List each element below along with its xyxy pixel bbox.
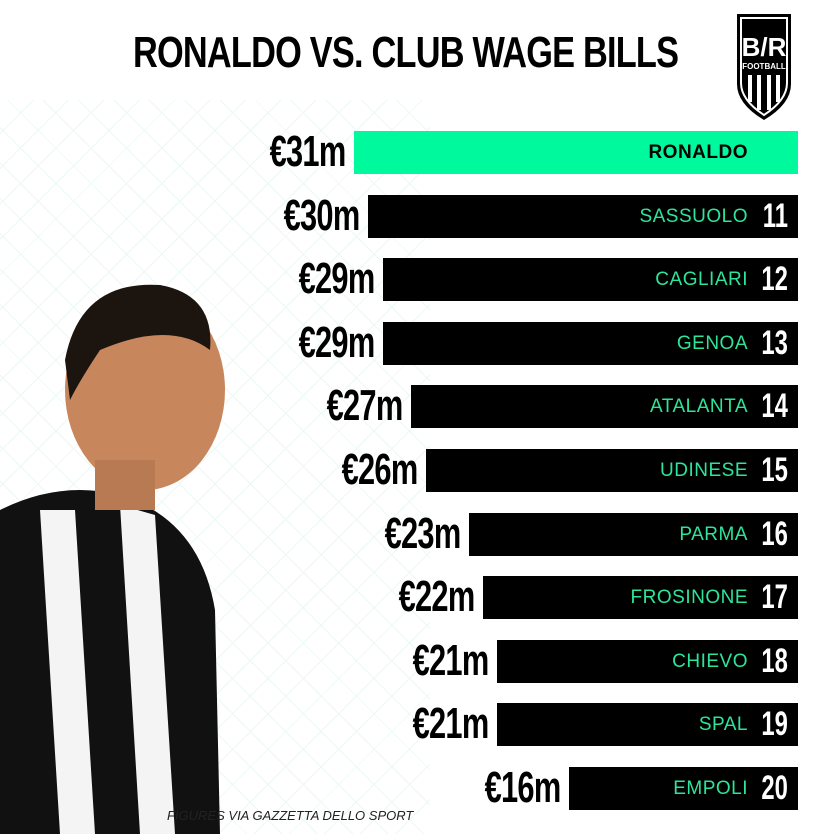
bar-row: PARMA 16 €23m	[0, 509, 798, 558]
svg-text:FOOTBALL: FOOTBALL	[742, 62, 786, 71]
svg-text:B/R: B/R	[742, 32, 787, 62]
club-label: EMPOLI	[673, 778, 748, 799]
bar: CHIEVO 18	[497, 639, 798, 683]
rank-label: 17	[761, 578, 788, 617]
bar: EMPOLI 20	[569, 767, 798, 810]
ronaldo-photo	[0, 284, 225, 834]
bar-row: CAGLIARI 12 €29m	[0, 254, 798, 303]
rank-label: 12	[761, 260, 788, 299]
rank-label: 15	[761, 451, 788, 489]
rank-label: 20	[761, 769, 788, 807]
br-football-logo: B/R FOOTBALL	[737, 14, 791, 120]
club-label: ATALANTA	[650, 396, 748, 418]
bar-row: SASSUOLO 11 €30m	[0, 191, 798, 240]
club-label: SASSUOLO	[639, 205, 748, 227]
bar-row: GENOA 13 €29m	[0, 318, 798, 367]
bar-row: RONALDO €31m	[0, 127, 798, 176]
bar: ATALANTA 14	[411, 385, 798, 429]
club-label: GENOA	[676, 332, 748, 354]
value-label: €16m	[485, 763, 562, 812]
club-label: RONALDO	[648, 142, 748, 163]
bar: FROSINONE 17	[483, 576, 798, 620]
club-label: UDINESE	[660, 460, 748, 481]
club-label: CAGLIARI	[655, 269, 748, 291]
club-label: CHIEVO	[672, 650, 748, 672]
value-label: €27m	[327, 381, 404, 431]
bar-row: CHIEVO 18 €21m	[0, 636, 798, 685]
bar-row: EMPOLI 20 €16m	[0, 763, 798, 812]
bar-row: UDINESE 15 €26m	[0, 445, 798, 494]
value-label: €22m	[399, 572, 476, 622]
bar-row: ATALANTA 14 €27m	[0, 381, 798, 430]
value-label: €31m	[270, 127, 347, 176]
bar-row: FROSINONE 17 €22m	[0, 572, 798, 621]
bar: SASSUOLO 11	[368, 194, 798, 238]
chart-title: RONALDO VS. CLUB WAGE BILLS	[133, 28, 679, 77]
value-label: €21m	[413, 699, 490, 749]
value-label: €26m	[342, 445, 419, 494]
rank-label: 19	[761, 705, 788, 744]
value-label: €21m	[413, 635, 490, 685]
bar-row: SPAL 19 €21m	[0, 699, 798, 748]
source-note: FIGURES VIA GAZZETTA DELLO SPORT	[167, 808, 414, 823]
value-label: €30m	[284, 190, 361, 240]
club-label: FROSINONE	[630, 587, 748, 609]
rank-label: 16	[761, 514, 788, 553]
value-label: €29m	[299, 254, 376, 304]
rank-label: 11	[762, 196, 788, 235]
club-label: PARMA	[679, 523, 748, 545]
value-label: €29m	[299, 317, 376, 367]
value-label: €23m	[385, 508, 462, 558]
bar: CAGLIARI 12	[383, 258, 798, 302]
bar: SPAL 19	[497, 703, 798, 747]
rank-label: 18	[761, 641, 788, 680]
club-label: SPAL	[698, 714, 748, 736]
bar: PARMA 16	[469, 512, 798, 556]
bar: UDINESE 15	[426, 449, 798, 492]
rank-label: 13	[761, 323, 788, 362]
bar: RONALDO	[354, 131, 798, 174]
rank-label: 14	[761, 387, 788, 426]
bar: GENOA 13	[383, 321, 798, 365]
